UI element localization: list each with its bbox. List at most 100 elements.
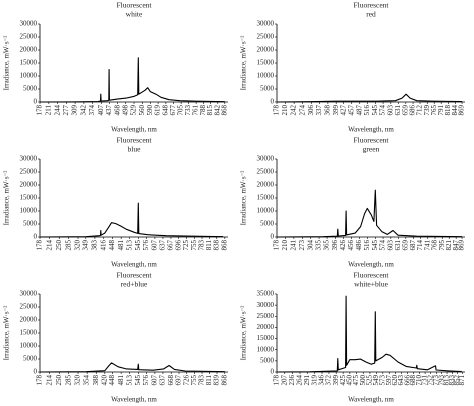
x-tick-label: 620 bbox=[391, 375, 399, 386]
x-tick-label: 844 bbox=[451, 105, 459, 116]
x-tick-label: 838 bbox=[212, 240, 220, 251]
x-tick-label: 374 bbox=[88, 105, 96, 116]
spectrum-line bbox=[276, 189, 463, 238]
y-tick-label: 25000 bbox=[20, 33, 38, 41]
y-tick-label: 0 bbox=[271, 233, 275, 241]
x-tick-label: 320 bbox=[74, 375, 82, 386]
y-tick-label: 10000 bbox=[257, 207, 275, 215]
x-tick-label: 335 bbox=[315, 240, 323, 251]
x-tick-label: 659 bbox=[401, 105, 409, 116]
y-tick-label: 15000 bbox=[257, 334, 275, 342]
x-tick-label: 668 bbox=[167, 375, 175, 386]
y-tick-label: 20000 bbox=[257, 323, 275, 331]
x-tick-label: 236 bbox=[288, 375, 296, 386]
x-tick-label: 637 bbox=[159, 240, 167, 251]
x-tick-label: 603 bbox=[386, 105, 394, 116]
axes bbox=[276, 24, 465, 103]
x-tick-label: 791 bbox=[437, 105, 445, 116]
x-tick-label: 285 bbox=[64, 375, 72, 386]
x-tick-label: 214 bbox=[45, 240, 53, 251]
x-tick-label: 437 bbox=[105, 105, 113, 116]
x-tick-label: 788 bbox=[199, 105, 207, 116]
x-tick-label: 868 bbox=[220, 240, 228, 251]
y-tick-label: 25000 bbox=[257, 312, 275, 320]
x-tick-label: 399 bbox=[332, 105, 340, 116]
x-tick-label: 210 bbox=[281, 240, 289, 251]
y-tick-label: 5000 bbox=[260, 85, 275, 93]
x-tick-label: 242 bbox=[290, 105, 298, 116]
x-tick-label: 241 bbox=[289, 240, 297, 251]
chart-subtitle: red bbox=[366, 10, 376, 19]
x-tick-label: 666 bbox=[403, 375, 411, 386]
y-tick-label: 20000 bbox=[20, 181, 38, 189]
y-tick-label: 30000 bbox=[257, 155, 275, 163]
chart-title: Fluorescent bbox=[117, 271, 153, 280]
y-tick-label: 0 bbox=[34, 368, 38, 376]
x-tick-label: 354 bbox=[83, 375, 91, 386]
y-tick-label: 5000 bbox=[260, 356, 275, 364]
x-tick-label: 815 bbox=[206, 105, 214, 116]
x-tick-label: 576 bbox=[142, 375, 150, 386]
x-tick-label: 498 bbox=[121, 105, 129, 116]
x-tick-label: 842 bbox=[213, 105, 221, 116]
x-tick-label: 631 bbox=[394, 240, 402, 251]
x-tick-label: 513 bbox=[125, 240, 133, 251]
y-tick-label: 30000 bbox=[257, 20, 275, 28]
x-tick-label: 869 bbox=[458, 105, 466, 116]
y-tick-label: 10000 bbox=[20, 342, 38, 350]
x-tick-label: 425 bbox=[339, 375, 347, 386]
x-tick-label: 178 bbox=[273, 240, 281, 251]
x-tick-label: 576 bbox=[142, 240, 150, 251]
x-tick-label: 549 bbox=[372, 375, 380, 386]
x-tick-label: 731 bbox=[421, 375, 429, 386]
x-tick-label: 768 bbox=[431, 240, 439, 251]
x-axis-label: Wavelength, nm bbox=[348, 261, 394, 269]
y-tick-label: 15000 bbox=[20, 329, 38, 337]
x-tick-label: 725 bbox=[182, 240, 190, 251]
y-tick-label: 20000 bbox=[257, 46, 275, 54]
y-tick-label: 15000 bbox=[20, 194, 38, 202]
x-tick-label: 448 bbox=[108, 240, 116, 251]
x-tick-label: 773 bbox=[432, 375, 440, 386]
x-tick-label: 456 bbox=[347, 240, 355, 251]
x-tick-label: 741 bbox=[423, 240, 431, 251]
y-axis-label: Irradiance, mW·s⁻² bbox=[3, 36, 11, 91]
x-tick-label: 365 bbox=[323, 240, 331, 251]
y-tick-label: 0 bbox=[271, 98, 275, 106]
y-tick-label: 10000 bbox=[20, 72, 38, 80]
x-tick-label: 416 bbox=[99, 240, 107, 251]
x-tick-label: 273 bbox=[298, 240, 306, 251]
chart-subtitle: green bbox=[363, 145, 380, 154]
axes bbox=[39, 159, 228, 238]
x-tick-label: 726 bbox=[182, 375, 190, 386]
x-tick-label: 468 bbox=[113, 105, 121, 116]
y-tick-label: 30000 bbox=[20, 20, 38, 28]
x-tick-label: 277 bbox=[62, 105, 70, 116]
y-tick-label: 10000 bbox=[20, 207, 38, 215]
x-tick-label: 396 bbox=[331, 240, 339, 251]
x-tick-label: 372 bbox=[325, 375, 333, 386]
x-tick-label: 710 bbox=[415, 375, 423, 386]
x-tick-label: 388 bbox=[92, 375, 100, 386]
y-tick-label: 30000 bbox=[257, 301, 275, 309]
x-tick-label: 427 bbox=[339, 105, 347, 116]
x-tick-label: 178 bbox=[36, 105, 44, 116]
x-tick-label: 783 bbox=[198, 240, 206, 251]
axes bbox=[39, 24, 228, 103]
x-tick-label: 349 bbox=[81, 240, 89, 251]
x-tick-label: 811 bbox=[205, 375, 213, 386]
x-tick-label: 346 bbox=[318, 375, 326, 386]
x-tick-label: 761 bbox=[192, 105, 200, 116]
x-tick-label: 545 bbox=[371, 240, 379, 251]
x-tick-label: 545 bbox=[134, 240, 142, 251]
y-tick-label: 5000 bbox=[23, 85, 38, 93]
y-tick-label: 0 bbox=[34, 233, 38, 241]
x-tick-label: 337 bbox=[315, 105, 323, 116]
x-tick-label: 648 bbox=[161, 105, 169, 116]
x-tick-label: 573 bbox=[378, 375, 386, 386]
x-tick-label: 309 bbox=[71, 105, 79, 116]
y-tick-label: 5000 bbox=[260, 220, 275, 228]
